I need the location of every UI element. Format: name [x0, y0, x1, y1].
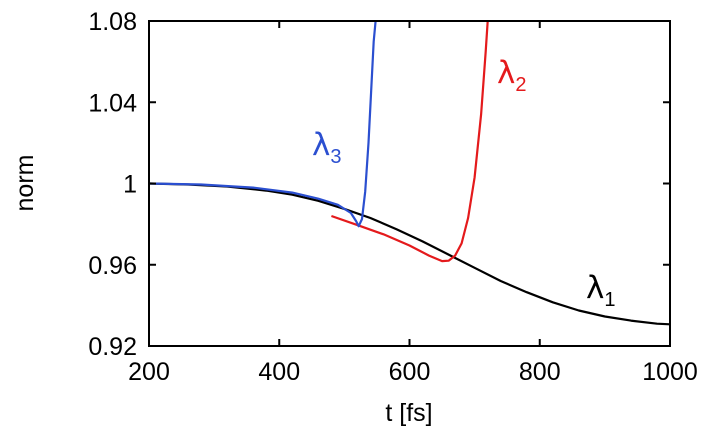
y-tick-label: 1 — [123, 171, 137, 199]
y-tick-label: 1.04 — [88, 89, 137, 117]
x-tick-label: 1000 — [642, 358, 698, 386]
y-axis-ticks: 0.92 0.96 1 1.04 1.08 — [88, 8, 670, 361]
series-line-lambda-1 — [149, 182, 670, 326]
series-labels: λ1 λ2 λ3 — [312, 55, 615, 311]
series-line-lambda-2 — [331, 21, 489, 263]
x-axis-ticks: 200 400 600 800 1000 — [128, 21, 698, 386]
x-tick-label: 800 — [519, 358, 561, 386]
y-tick-label: 1.08 — [88, 8, 137, 36]
x-tick-label: 200 — [128, 358, 170, 386]
y-tick-label: 0.92 — [88, 333, 137, 361]
x-axis-label: t [fs] — [385, 399, 432, 427]
series-label-lambda-2: λ2 — [497, 55, 526, 96]
x-tick-label: 600 — [389, 358, 431, 386]
x-tick-label: 400 — [258, 358, 300, 386]
series-label-lambda-1: λ1 — [586, 270, 615, 311]
y-axis-label: norm — [11, 155, 39, 212]
y-tick-label: 0.96 — [88, 252, 137, 280]
series-layer — [149, 21, 670, 326]
series-line-lambda-3 — [149, 21, 377, 228]
series-label-lambda-3: λ3 — [312, 127, 341, 168]
